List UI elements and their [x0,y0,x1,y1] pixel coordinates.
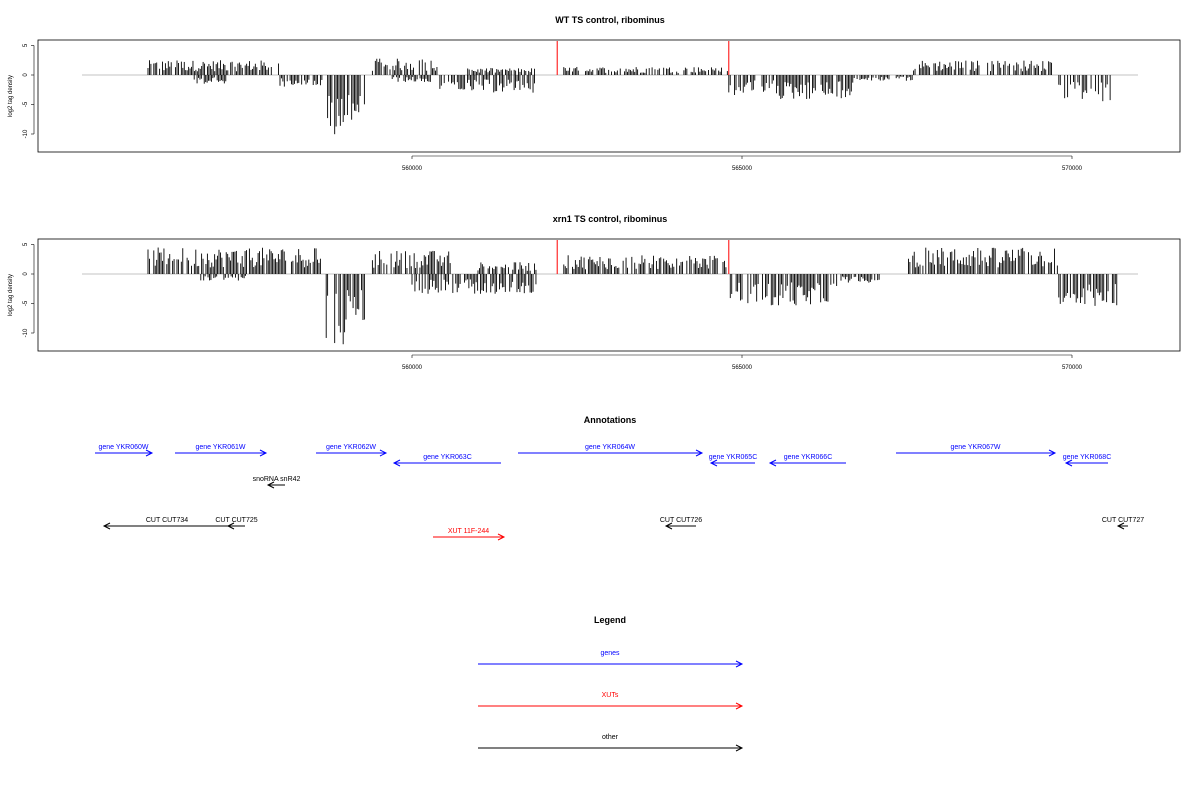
xrn1-track-title: xrn1 TS control, ribominus [553,214,668,224]
annotation-arrowhead [1116,522,1125,530]
xrn1-y-axis-label: log2 tag density [8,274,14,316]
annotation-arrowhead [392,459,401,467]
annotation-arrowhead [266,481,275,489]
annotations-title: Annotations [584,415,637,425]
annotation-arrowhead [709,459,718,467]
legend-entry: other [478,734,744,752]
annotation-feature: snoRNA snR42 [253,476,301,489]
annotation-arrowhead [664,522,673,530]
annotation-label: gene YKR066C [784,454,833,461]
annotation-arrowhead [735,660,744,668]
annotation-arrowhead [226,522,235,530]
annotation-feature: gene YKR063C [392,454,501,467]
annotation-feature: gene YKR065C [709,454,758,467]
annotation-feature: gene YKR060W [95,444,154,457]
annotation-label: gene YKR063C [423,454,472,461]
annotation-label: CUT CUT727 [1102,517,1144,524]
annotation-label: gene YKR064W [585,444,635,451]
annotation-feature: gene YKR066C [768,454,846,467]
wt-y-axis-label: log2 tag density [8,75,14,117]
annotation-label: CUT CUT726 [660,517,702,524]
x-tick-label: 570000 [1062,365,1083,371]
annotations-section: Annotations gene YKR060W gene YKR061W gene… [95,415,1144,541]
y-tick-label: -10 [23,328,29,337]
annotation-arrowhead [259,449,268,457]
density-bars [147,247,1118,345]
annotation-feature: XUT 11F-244 [433,528,506,541]
legend-entry: genes [478,650,744,668]
annotation-label: snoRNA snR42 [253,476,301,483]
x-tick-label: 565000 [732,365,753,371]
annotation-label: CUT CUT734 [146,517,188,524]
annotation-feature: gene YKR068C [1063,454,1112,467]
wt-plot-frame [37,39,1181,153]
xrn1-plot-frame [37,238,1181,352]
y-tick-label: 0 [23,272,29,276]
annotation-arrowhead [1048,449,1057,457]
xrn1-track-panel: xrn1 TS control, ribominus log2 tag dens… [8,214,1181,371]
annotation-arrowhead [695,449,704,457]
annotation-feature: CUT CUT727 [1102,517,1144,530]
legend-section: Legend genes XUTs other [478,615,744,752]
y-tick-label: -5 [23,300,29,306]
annotation-arrowhead [768,459,777,467]
y-tick-label: 5 [23,43,29,47]
annotation-arrowhead [379,449,388,457]
legend-label: other [602,734,619,741]
wt-track-title: WT TS control, ribominus [555,15,665,25]
legend-entry: XUTs [478,692,744,710]
y-tick-label: 0 [23,73,29,77]
legend-label: XUTs [602,692,619,699]
density-bars [147,58,1111,135]
x-tick-label: 570000 [1062,166,1083,172]
annotation-arrowhead [145,449,154,457]
annotation-arrowhead [735,702,744,710]
annotation-label: gene YKR067W [950,444,1000,451]
annotation-label: gene YKR068C [1063,454,1112,461]
x-tick-label: 560000 [402,365,423,371]
legend-label: genes [600,650,620,657]
annotation-label: CUT CUT725 [215,517,257,524]
annotation-arrowhead [735,744,744,752]
annotation-arrowhead [497,533,506,541]
x-tick-label: 565000 [732,166,753,172]
annotation-feature: CUT CUT725 [215,517,258,530]
wt-track-panel: WT TS control, ribominus log2 tag densit… [8,15,1181,172]
annotation-label: gene YKR061W [195,444,245,451]
annotation-feature: gene YKR064W [518,444,704,457]
annotation-arrowhead [102,522,111,530]
annotation-label: gene YKR062W [326,444,376,451]
annotation-feature: gene YKR067W [896,444,1057,457]
annotation-arrowhead [1064,459,1073,467]
annotation-label: XUT 11F-244 [448,528,489,535]
y-tick-label: -5 [23,101,29,107]
x-tick-label: 560000 [402,166,423,172]
annotation-label: gene YKR060W [98,444,148,451]
legend-title: Legend [594,615,626,625]
annotation-feature: gene YKR061W [175,444,268,457]
annotation-feature: CUT CUT726 [660,517,702,530]
y-tick-label: -10 [23,129,29,138]
annotation-feature: gene YKR062W [316,444,388,457]
annotation-feature: CUT CUT734 [102,517,230,530]
y-tick-label: 5 [23,242,29,246]
annotation-label: gene YKR065C [709,454,758,461]
